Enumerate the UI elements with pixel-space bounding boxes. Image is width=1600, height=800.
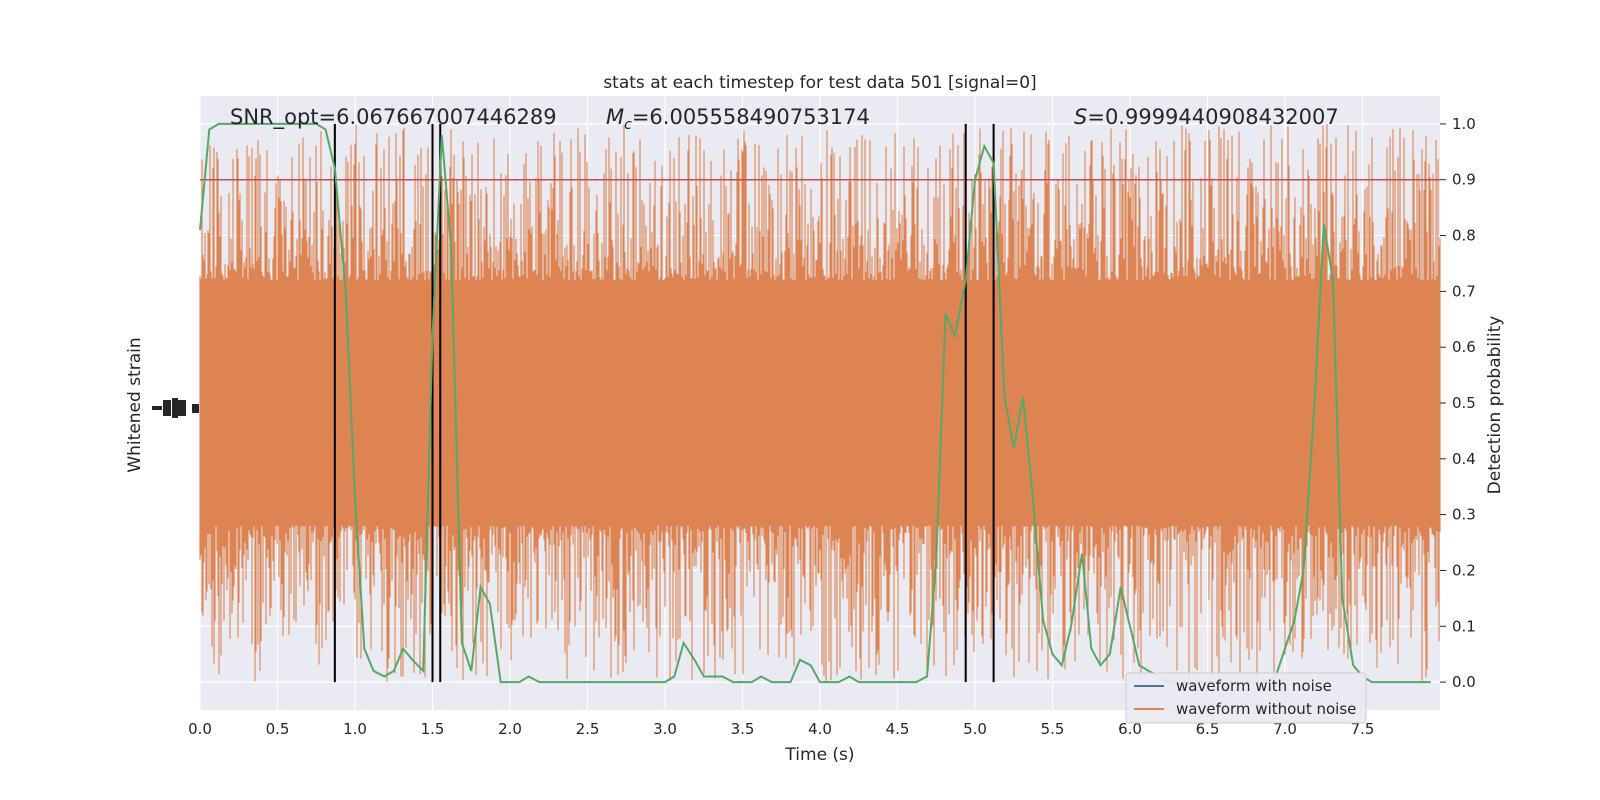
waveform-without-noise-series: [199, 124, 1441, 682]
chart-title: stats at each timestep for test data 501…: [603, 73, 1036, 93]
y-tick-label: 0.1: [1452, 617, 1476, 635]
y-axis-title-left: Whitened strain: [125, 337, 145, 472]
annotation-chirp-mass: Mc=6.005558490753174: [606, 105, 870, 133]
x-tick-label: 4.5: [886, 720, 910, 738]
y-tick-label: 0.7: [1452, 282, 1476, 300]
annotation-s: S=0.9999440908432007: [1074, 105, 1339, 129]
x-tick-label: 5.5: [1041, 720, 1065, 738]
x-tick-labels: 0.0 0.5 1.0 1.5 2.0 2.5 3.0 3.5 4.0 4.5 5.0 5.5 6.0 6…: [188, 720, 1374, 738]
x-tick-label: 6.5: [1196, 720, 1220, 738]
x-tick-label: 7.0: [1273, 720, 1297, 738]
y-tick-label: 0.4: [1452, 450, 1476, 468]
x-tick-label: 3.5: [731, 720, 755, 738]
y-tick-label: 0.8: [1452, 227, 1476, 245]
x-tick-label: 2.5: [576, 720, 600, 738]
left-axis-collapsed-ticks: [152, 398, 199, 418]
legend: waveform with noise waveform without noi…: [1125, 672, 1367, 724]
legend-label-without-noise: waveform without noise: [1176, 700, 1356, 718]
x-tick-label: 0.5: [266, 720, 290, 738]
x-tick-label: 4.0: [808, 720, 832, 738]
y-tick-label: 0.2: [1452, 561, 1476, 579]
y-tick-label: 0.9: [1452, 171, 1476, 189]
x-tick-label: 6.0: [1118, 720, 1142, 738]
strain-spikes: [199, 124, 1441, 682]
x-tick-label: 1.0: [343, 720, 367, 738]
x-tick-label: 3.0: [653, 720, 677, 738]
x-tick-label: 7.5: [1351, 720, 1375, 738]
vertical-markers: [333, 123, 995, 683]
annotation-snr: SNR_opt=6.067667007446289: [230, 105, 557, 130]
x-tick-label: 2.0: [498, 720, 522, 738]
y-tick-label: 1.0: [1452, 115, 1476, 133]
x-tick-label: 1.5: [421, 720, 445, 738]
legend-box: [1125, 672, 1367, 724]
y-axis-title-right: Detection probability: [1485, 316, 1505, 495]
y-tick-label: 0.5: [1452, 394, 1476, 412]
x-tick-label: 5.0: [963, 720, 987, 738]
legend-label-with-noise: waveform with noise: [1176, 677, 1332, 695]
x-tick-label: 0.0: [188, 720, 212, 738]
y-tick-labels-right: 0.0 0.1 0.2 0.3 0.4 0.5 0.6 0.7 0.8 0.9 1.0: [1440, 115, 1476, 691]
x-axis-title: Time (s): [784, 745, 854, 765]
y-tick-label: 0.6: [1452, 338, 1476, 356]
y-tick-label: 0.3: [1452, 506, 1476, 524]
y-tick-label: 0.0: [1452, 673, 1476, 691]
